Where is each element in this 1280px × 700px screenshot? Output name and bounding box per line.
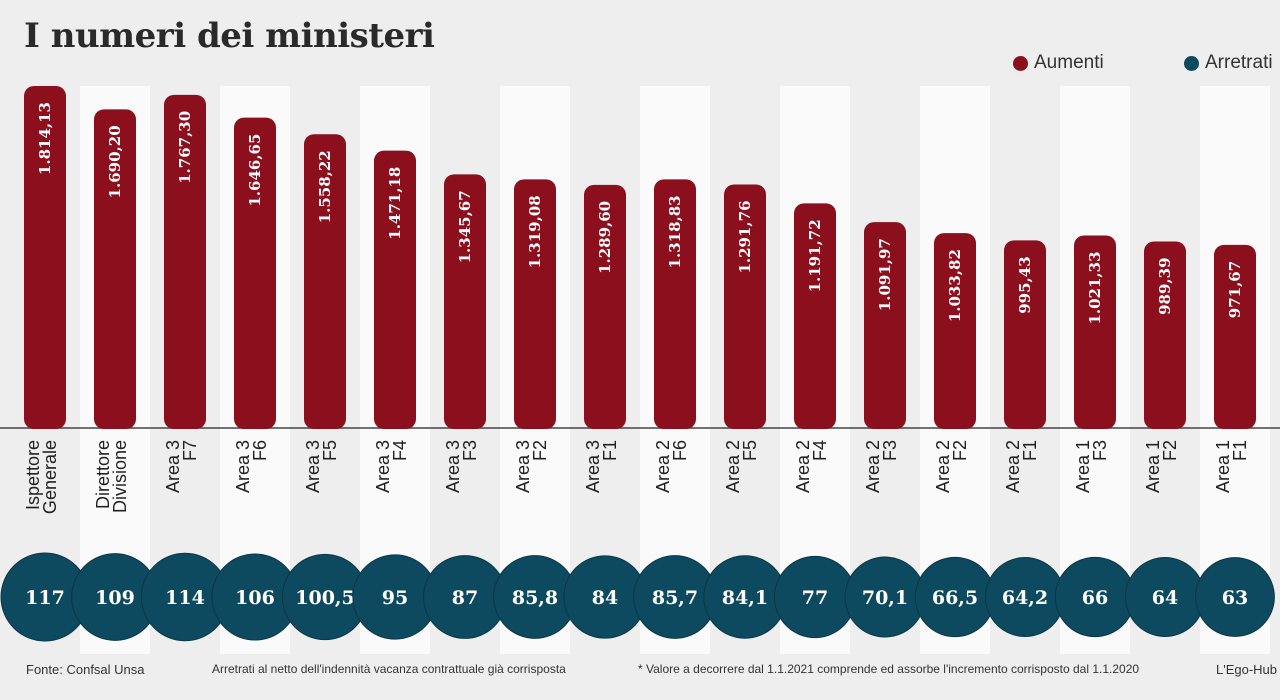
bar-value-label: 1.646,65	[246, 134, 264, 207]
bar-value-label: 1.319,08	[526, 195, 544, 268]
circle-value-label: 70,1	[862, 587, 908, 609]
bar-value-label: 1.690,20	[106, 125, 124, 198]
bar-value-label: 1.814,13	[36, 102, 54, 175]
circle-value-label: 85,7	[652, 587, 698, 609]
bar-value-label: 1.471,18	[386, 167, 404, 240]
bar-aumenti	[1214, 244, 1256, 429]
footer-credit: L'Ego-Hub	[1216, 662, 1278, 677]
bar-aumenti	[234, 117, 276, 429]
category-label: Area 2F3	[863, 440, 900, 493]
category-label: Area 3F4	[373, 440, 410, 493]
bar-aumenti	[444, 174, 486, 429]
bar-aumenti	[374, 150, 416, 430]
bar-value-label: 995,43	[1016, 256, 1034, 313]
circle-value-label: 84,1	[722, 587, 768, 609]
circle-value-label: 63	[1222, 587, 1248, 609]
bar-value-label: 1.558,22	[316, 150, 334, 223]
circle-value-label: 64	[1152, 587, 1178, 609]
bar-aumenti	[864, 222, 906, 429]
category-label: Area 3F1	[583, 440, 620, 493]
bar-aumenti	[1144, 241, 1186, 429]
circle-value-label: 84	[592, 587, 618, 609]
category-label: Area 1F1	[1213, 440, 1250, 493]
footer-note-arretrati: Arretrati al netto dell'indennità vacanz…	[212, 662, 566, 676]
circle-value-label: 85,8	[512, 587, 558, 609]
circle-value-label: 100,5	[295, 587, 355, 609]
bar-value-label: 989,39	[1156, 257, 1174, 314]
circle-value-label: 95	[382, 587, 408, 609]
circle-value-label: 66,5	[932, 587, 978, 609]
category-label: Area 2F2	[933, 440, 970, 493]
bar-value-label: 1.021,33	[1086, 251, 1104, 324]
bar-value-label: 1.767,30	[176, 111, 194, 184]
legend-dot-aumenti	[1013, 55, 1028, 71]
circle-value-label: 87	[452, 587, 478, 609]
bar-value-label: 1.191,72	[806, 219, 824, 292]
bar-aumenti	[24, 86, 66, 429]
bar-value-label: 1.289,60	[596, 201, 614, 274]
bar-value-label: 971,67	[1226, 261, 1244, 318]
bar-aumenti	[304, 134, 346, 429]
chart-title: I numeri dei ministeri	[24, 16, 435, 56]
category-label: Area 1F3	[1073, 440, 1110, 493]
bar-value-label: 1.291,76	[736, 200, 754, 273]
circle-value-label: 117	[25, 587, 65, 609]
legend-label-aumenti: Aumenti	[1034, 52, 1104, 73]
bar-aumenti	[934, 233, 976, 429]
bar-aumenti	[94, 109, 136, 430]
footer-source: Fonte: Confsal Unsa	[26, 662, 145, 677]
category-label: Area 1F2	[1143, 440, 1180, 493]
circle-value-label: 66	[1082, 587, 1108, 609]
bar-aumenti	[584, 184, 626, 429]
bar-value-label: 1.318,83	[666, 195, 684, 268]
bar-value-label: 1.033,82	[946, 249, 964, 322]
bar-aumenti	[1004, 240, 1046, 429]
category-label: Area 2F6	[653, 440, 690, 493]
category-label: Area 3F5	[303, 440, 340, 493]
legend-dot-arretrati	[1184, 55, 1199, 71]
category-label: Area 3F2	[513, 440, 550, 493]
bar-aumenti	[1074, 235, 1116, 429]
bar-aumenti	[164, 94, 206, 429]
category-label: Area 2F5	[723, 440, 760, 493]
legend-item-arretrati: Arretrati	[1184, 52, 1273, 74]
legend-item-aumenti: Aumenti	[1013, 52, 1104, 74]
bar-aumenti	[794, 203, 836, 429]
category-label: Area 3F6	[233, 440, 270, 493]
circle-value-label: 64,2	[1002, 587, 1048, 609]
category-label: IspettoreGenerale	[23, 440, 60, 514]
bar-value-label: 1.345,67	[456, 190, 474, 263]
category-label: DirettoreDivisione	[93, 440, 130, 513]
bar-aumenti	[514, 179, 556, 429]
circle-value-label: 106	[235, 587, 275, 609]
circle-value-label: 114	[165, 587, 205, 609]
category-label: Area 3F3	[443, 440, 480, 493]
category-label: Area 2F4	[793, 440, 830, 493]
bar-aumenti	[654, 179, 696, 429]
bar-value-label: 1.091,97	[876, 238, 894, 311]
circle-value-label: 77	[802, 587, 828, 609]
bar-aumenti	[724, 184, 766, 429]
circle-arretrati	[1195, 557, 1275, 637]
category-label: Area 3F7	[163, 440, 200, 493]
footer-note-valore: * Valore a decorrere dal 1.1.2021 compre…	[638, 662, 1140, 676]
legend-label-arretrati: Arretrati	[1205, 52, 1273, 73]
circle-value-label: 109	[95, 587, 135, 609]
category-label: Area 2F1	[1003, 440, 1040, 493]
